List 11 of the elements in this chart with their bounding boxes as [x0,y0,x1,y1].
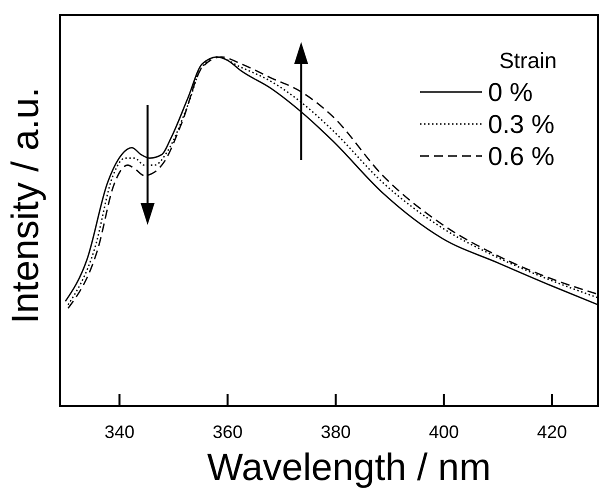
x-tick-label: 340 [104,422,134,442]
legend-title: Strain [499,48,557,73]
x-tick-label: 420 [537,422,568,442]
x-tick-label: 400 [428,422,459,442]
legend-label: 0.6 % [488,141,554,171]
legend-label: 0 % [488,77,533,107]
y-axis-title: Intensity / a.u. [5,87,47,324]
x-tick-label: 360 [212,422,243,442]
legend-label: 0.3 % [488,109,554,139]
x-tick-label: 380 [320,422,351,442]
x-axis-title: Wavelength / nm [207,447,491,489]
